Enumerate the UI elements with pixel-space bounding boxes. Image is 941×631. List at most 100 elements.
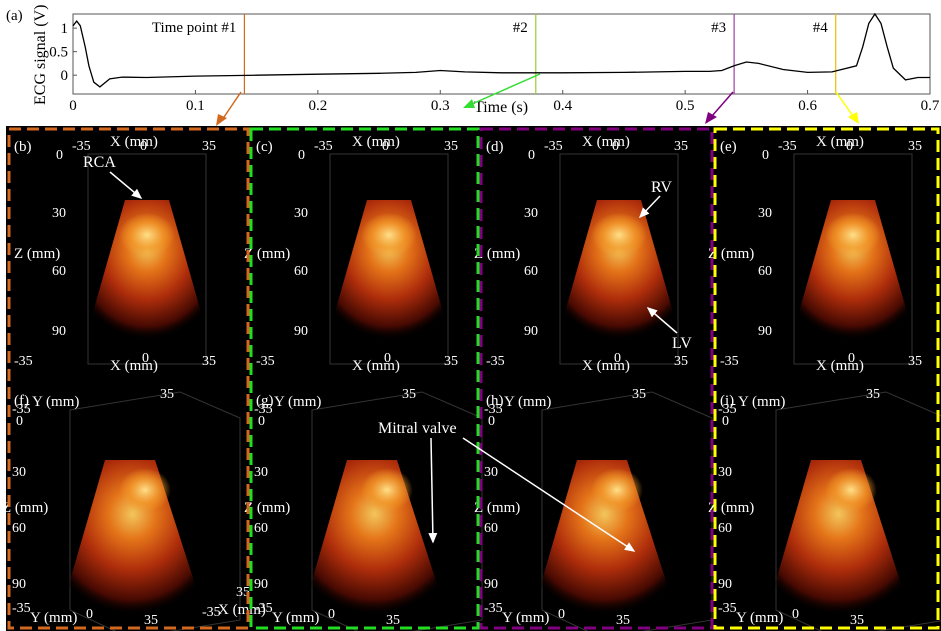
volume-box	[329, 153, 449, 365]
x-tick-label: -35	[720, 354, 739, 369]
x-tick-label: 0	[384, 351, 391, 366]
z-tick-label: 90	[254, 577, 268, 592]
frame-tp4	[713, 127, 940, 630]
z-tick-label: 0	[528, 148, 535, 163]
x-tick-label: 0	[614, 351, 621, 366]
y-axis-label-bottom: Y (mm)	[736, 610, 783, 626]
ultrasound-volume-image	[85, 200, 209, 340]
image-hotspot	[119, 468, 171, 512]
ecg-y-axis-label: ECG signal (V)	[32, 5, 49, 105]
ecg-y-tick-label: 0	[61, 68, 69, 84]
z-tick-label: 30	[52, 206, 66, 221]
ecg-x-tick-label: 0.7	[921, 98, 940, 114]
arrow-tp3	[711, 91, 734, 117]
ultrasound-volume-image	[532, 460, 677, 615]
panel-b: (b) X (mm) -35 0 35 0 30 60 90 Z (mm) -35 0 35 X (mm)	[14, 134, 216, 374]
z-tick-label: 30	[758, 206, 772, 221]
image-hotspot	[361, 468, 413, 512]
x-tick-label: 0	[142, 351, 149, 366]
x-tick-label: 35	[444, 354, 458, 369]
y-tick-label: -35	[484, 601, 503, 616]
z-tick-label: 30	[294, 206, 308, 221]
ecg-panel: (a) ECG signal (V) 10.50 0 0.1 0.2 0.3 0.4 0.…	[6, 5, 940, 116]
x-axis-label-bottom: X (mm)	[582, 358, 630, 374]
arrowhead-tp2	[463, 99, 475, 108]
z-tick-label: 60	[524, 264, 538, 279]
y-tick-label: -35	[254, 402, 273, 417]
panel-label: (g)	[256, 393, 274, 409]
ecg-x-axis-label: Time (s)	[474, 99, 528, 116]
mitral-valve-label: Mitral valve	[378, 420, 457, 437]
z-axis-label: Z (mm)	[708, 500, 754, 516]
frame-tp3	[479, 127, 714, 630]
z-tick-label: 60	[52, 264, 66, 279]
panel-label: (f)	[14, 393, 29, 409]
y-tick-label: -35	[12, 402, 31, 417]
z-tick-label: 30	[718, 465, 732, 480]
ecg-time-markers: Time point #1 #2 #3 #4	[152, 14, 837, 94]
x-tick-label: 0	[846, 139, 853, 154]
arrow-tp4	[835, 91, 854, 117]
y-tick-label: -35	[484, 402, 503, 417]
z-tick-label: 0	[16, 414, 23, 429]
y-tick-label: 35	[866, 387, 880, 402]
arrow-tp1	[221, 91, 242, 121]
z-tick-label: 60	[484, 521, 498, 536]
z-axis-label: Z (mm)	[708, 246, 754, 262]
y-tick-label: 0	[792, 607, 799, 622]
x-axis-label-top: X (mm)	[352, 134, 400, 150]
z-tick-label: 90	[294, 324, 308, 339]
ecg-axes-box	[72, 13, 931, 95]
rv-label: RV	[651, 179, 672, 196]
ecg-x-tick-label: 0.1	[186, 98, 205, 114]
y-tick-label: -35	[12, 601, 31, 616]
z-tick-label: 60	[294, 264, 308, 279]
panel-a-label: (a)	[6, 8, 23, 24]
ultrasound-volume-image	[791, 200, 915, 340]
mitral-arrow-h	[462, 437, 636, 552]
panel-label: (h)	[486, 393, 504, 409]
x-axis-label-bottom: X (mm)	[816, 358, 864, 374]
y-tick-label: 35	[616, 613, 630, 628]
ultrasound-volume-image	[557, 200, 681, 340]
z-tick-label: 0	[762, 148, 769, 163]
y-tick-label: 35	[144, 613, 158, 628]
ecg-x-tick-label: 0.2	[308, 98, 327, 114]
y-tick-label: 35	[160, 387, 174, 402]
ultrasound-volume-image	[60, 460, 205, 615]
lv-arrow	[646, 307, 678, 334]
panel-label: (i)	[720, 393, 734, 409]
z-tick-label: 90	[52, 324, 66, 339]
z-tick-label: 90	[758, 324, 772, 339]
z-tick-label: 60	[254, 521, 268, 536]
x-tick-label: -35	[486, 354, 505, 369]
z-tick-label: 0	[56, 148, 63, 163]
ecg-x-tick-label: 0	[69, 98, 77, 114]
z-tick-label: 0	[258, 414, 265, 429]
z-tick-label: 90	[718, 577, 732, 592]
x-axis-label-top: X (mm)	[110, 134, 158, 150]
y-tick-label: -35	[718, 402, 737, 417]
x-tick-label: 0	[848, 351, 855, 366]
y-tick-label: -35	[254, 601, 273, 616]
arrowhead-tp1	[216, 114, 227, 126]
panel-d: (d) X (mm) -35 0 35 0 30 60 90 Z (mm) -35 0 35 X (mm)	[474, 134, 688, 374]
arrow-tp2	[471, 73, 541, 105]
x-tick-label: -35	[256, 354, 275, 369]
y-axis-label-top: Y (mm)	[32, 394, 79, 410]
volume-box	[793, 153, 913, 365]
ecg-y-tick-label: 0.5	[49, 45, 68, 61]
x-axis-label-bottom: X (mm)	[352, 358, 400, 374]
panel-label: (e)	[720, 139, 737, 155]
x-tick-label: -35	[14, 354, 33, 369]
z-axis-label: Z (mm)	[244, 246, 290, 262]
x-tick-label: -35	[778, 139, 797, 154]
panel-label: (d)	[486, 139, 504, 155]
x-axis-label-top: X (mm)	[816, 134, 864, 150]
arrowhead-tp3	[705, 112, 717, 124]
annotations: RCA RV LV Mitral valve	[83, 154, 692, 552]
y-axis-label-top: Y (mm)	[274, 394, 321, 410]
arrowhead-tp4	[848, 112, 859, 124]
